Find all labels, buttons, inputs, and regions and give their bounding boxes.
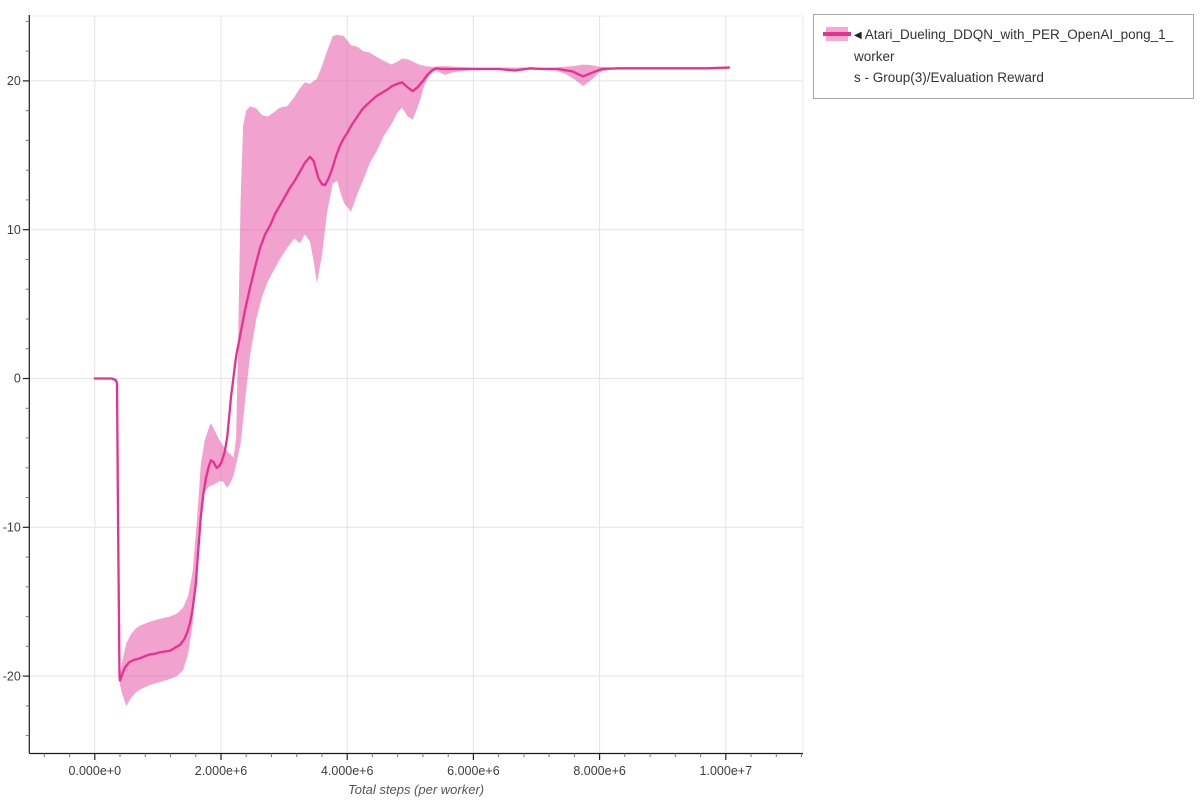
y-tick-label: 20 (7, 74, 21, 88)
plot-frame (29, 15, 804, 754)
axes (22, 15, 803, 760)
x-tick-label: 2.000e+6 (195, 764, 248, 778)
y-tick-label: 0 (14, 372, 21, 386)
collapse-arrow-icon[interactable]: ◀ (854, 30, 862, 41)
series-line (93, 66, 731, 682)
legend-entry[interactable]: ◀ Atari_Dueling_DDQN_with_PER_OpenAI_pong… (823, 24, 1181, 88)
series-swatch-icon (823, 27, 851, 41)
axis-labels: 0.000e+0 2.000e+6 4.000e+6 6.000e+6 8.000e+6… (3, 74, 752, 797)
x-tick-label: 1.000e+7 (700, 764, 753, 778)
y-tick-label: 10 (7, 223, 21, 237)
x-tick-label: 4.000e+6 (321, 764, 374, 778)
y-tick-label: -20 (3, 669, 21, 683)
reward-line (93, 66, 731, 682)
x-tick-label: 0.000e+0 (69, 764, 122, 778)
legend-label: ◀ Atari_Dueling_DDQN_with_PER_OpenAI_pong… (854, 24, 1181, 88)
legend-box[interactable]: ◀ Atari_Dueling_DDQN_with_PER_OpenAI_pong… (813, 14, 1194, 99)
x-tick-label: 8.000e+6 (573, 764, 626, 778)
legend-label-line1: Atari_Dueling_DDQN_with_PER_OpenAI_pong_… (854, 27, 1174, 64)
x-tick-label: 6.000e+6 (447, 764, 500, 778)
legend-label-line2: s - Group(3)/Evaluation Reward (854, 70, 1044, 85)
series-line-icon (823, 32, 851, 36)
y-tick-label: -10 (3, 521, 21, 535)
confidence-band (120, 34, 729, 706)
band-area (120, 34, 729, 706)
x-axis-title: Total steps (per worker) (348, 782, 484, 797)
